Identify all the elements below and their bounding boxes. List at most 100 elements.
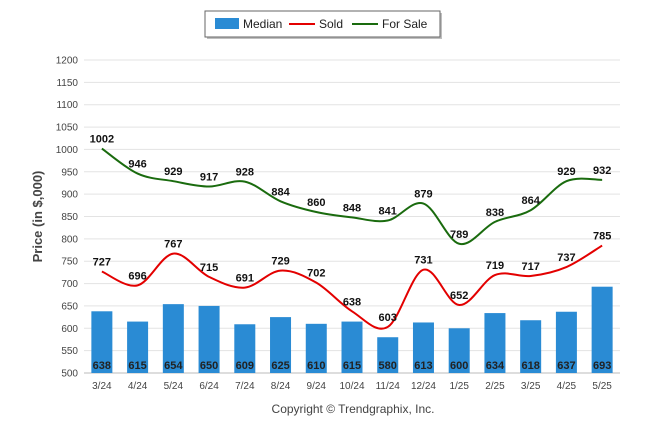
x-tick-label: 3/25	[521, 381, 541, 392]
y-tick-label: 1200	[56, 56, 79, 67]
y-axis: 500 550 600 650 700 750 800 850 900 950 1000 1050 11…	[56, 56, 79, 380]
x-tick-label: 12/24	[411, 381, 436, 392]
median-bar	[448, 328, 470, 373]
legend-median-swatch	[215, 18, 239, 29]
sold-point-label: 767	[164, 239, 182, 251]
y-tick-label: 1100	[56, 100, 78, 111]
median-bar-label: 638	[93, 360, 111, 372]
median-bar	[270, 317, 292, 373]
for-sale-point-label: 929	[557, 166, 575, 178]
y-tick-label: 950	[61, 167, 78, 178]
sold-point-label: 702	[307, 268, 325, 280]
x-tick-label: 3/24	[92, 381, 112, 392]
legend-median-label: Median	[243, 17, 282, 31]
for-sale-point-label: 928	[236, 167, 254, 179]
legend-sold-label: Sold	[319, 17, 343, 31]
for-sale-point-label: 884	[271, 186, 290, 198]
y-tick-label: 600	[61, 324, 78, 335]
sold-point-label: 652	[450, 290, 468, 302]
median-bar	[127, 321, 149, 373]
median-bar-label: 650	[200, 360, 218, 372]
median-bar	[162, 304, 184, 373]
median-bar	[91, 311, 113, 373]
for-sale-point-label: 864	[521, 195, 540, 207]
sold-point-label: 717	[521, 261, 539, 273]
x-tick-label: 11/24	[376, 381, 401, 392]
y-tick-label: 650	[61, 301, 78, 312]
sold-point-label: 727	[93, 256, 111, 268]
x-tick-label: 6/24	[199, 381, 219, 392]
for-sale-point-label: 946	[128, 159, 146, 171]
median-bar	[305, 323, 327, 373]
y-tick-label: 750	[61, 257, 78, 268]
y-tick-label: 900	[61, 190, 78, 201]
median-bar-label: 634	[486, 360, 505, 372]
median-bar	[520, 320, 542, 373]
x-tick-label: 5/24	[164, 381, 184, 392]
median-bar	[555, 311, 577, 373]
for-sale-point-label: 929	[164, 166, 182, 178]
sold-line	[101, 244, 603, 330]
median-bar-label: 618	[521, 360, 539, 372]
for-sale-point-label: 860	[307, 197, 325, 209]
median-bar-label: 654	[164, 360, 183, 372]
x-tick-label: 10/24	[339, 381, 364, 392]
copyright-text: Copyright © Trendgraphix, Inc.	[272, 402, 435, 416]
y-tick-label: 700	[61, 279, 78, 290]
median-bar-label: 610	[307, 360, 325, 372]
y-tick-label: 550	[61, 346, 78, 357]
median-bar	[198, 305, 220, 373]
median-bar-label: 693	[593, 360, 611, 372]
sold-point-label: 731	[414, 255, 432, 267]
x-tick-label: 2/25	[485, 381, 505, 392]
x-tick-label: 5/25	[592, 381, 612, 392]
y-axis-label: Price (in $,000)	[30, 171, 45, 263]
for-sale-point-label: 879	[414, 189, 432, 201]
median-bar-label: 609	[236, 360, 254, 372]
grid	[84, 59, 620, 374]
for-sale-point-label: 917	[200, 172, 218, 184]
median-bar	[377, 337, 399, 373]
median-bar	[234, 324, 256, 373]
for-sale-point-label: 789	[450, 229, 468, 241]
y-tick-label: 500	[61, 369, 78, 380]
sold-point-label: 638	[343, 296, 361, 308]
y-tick-label: 850	[61, 212, 78, 223]
sold-point-label: 603	[379, 312, 397, 324]
y-tick-label: 800	[61, 234, 78, 245]
x-tick-label: 1/25	[449, 381, 469, 392]
for-sale-point-label: 932	[593, 165, 611, 177]
median-bar	[591, 286, 613, 373]
median-bar	[484, 313, 506, 373]
x-tick-label: 4/24	[128, 381, 148, 392]
median-bar-label: 613	[414, 360, 432, 372]
x-tick-label: 9/24	[307, 381, 327, 392]
bars: 638 615 654 650 609 625 610 615 580 613 600 634 618 6…	[91, 286, 613, 373]
median-bar-label: 615	[343, 360, 361, 372]
sold-point-label: 785	[593, 231, 611, 243]
for-sale-point-label: 848	[343, 202, 361, 214]
x-tick-label: 8/24	[271, 381, 291, 392]
for-sale-line	[101, 147, 603, 245]
for-sale-point-label: 838	[486, 207, 504, 219]
sold-point-label: 691	[236, 273, 254, 285]
legend-box	[204, 10, 441, 38]
x-axis: 3/24 4/24 5/24 6/24 7/24 8/24 9/24 10/24 11/24 12…	[92, 381, 612, 392]
median-bar-label: 637	[557, 360, 575, 372]
median-bar-label: 600	[450, 360, 468, 372]
legend: Median Sold For Sale	[204, 10, 442, 39]
legend-for-sale-label: For Sale	[382, 17, 428, 31]
for-sale-point-label: 841	[379, 206, 397, 218]
sold-point-label: 719	[486, 260, 504, 272]
y-tick-label: 1050	[56, 123, 79, 134]
y-tick-label: 1150	[56, 78, 78, 89]
median-bar-label: 615	[128, 360, 146, 372]
median-bar-label: 625	[271, 360, 289, 372]
x-tick-label: 4/25	[557, 381, 577, 392]
lines: 727 696 767 715 691 729 702 638 603 731 652 719 717 7…	[90, 134, 611, 330]
y-tick-label: 1000	[56, 145, 79, 156]
sold-point-label: 737	[557, 252, 575, 264]
median-bar-label: 580	[379, 360, 397, 372]
sold-point-label: 729	[271, 256, 289, 268]
